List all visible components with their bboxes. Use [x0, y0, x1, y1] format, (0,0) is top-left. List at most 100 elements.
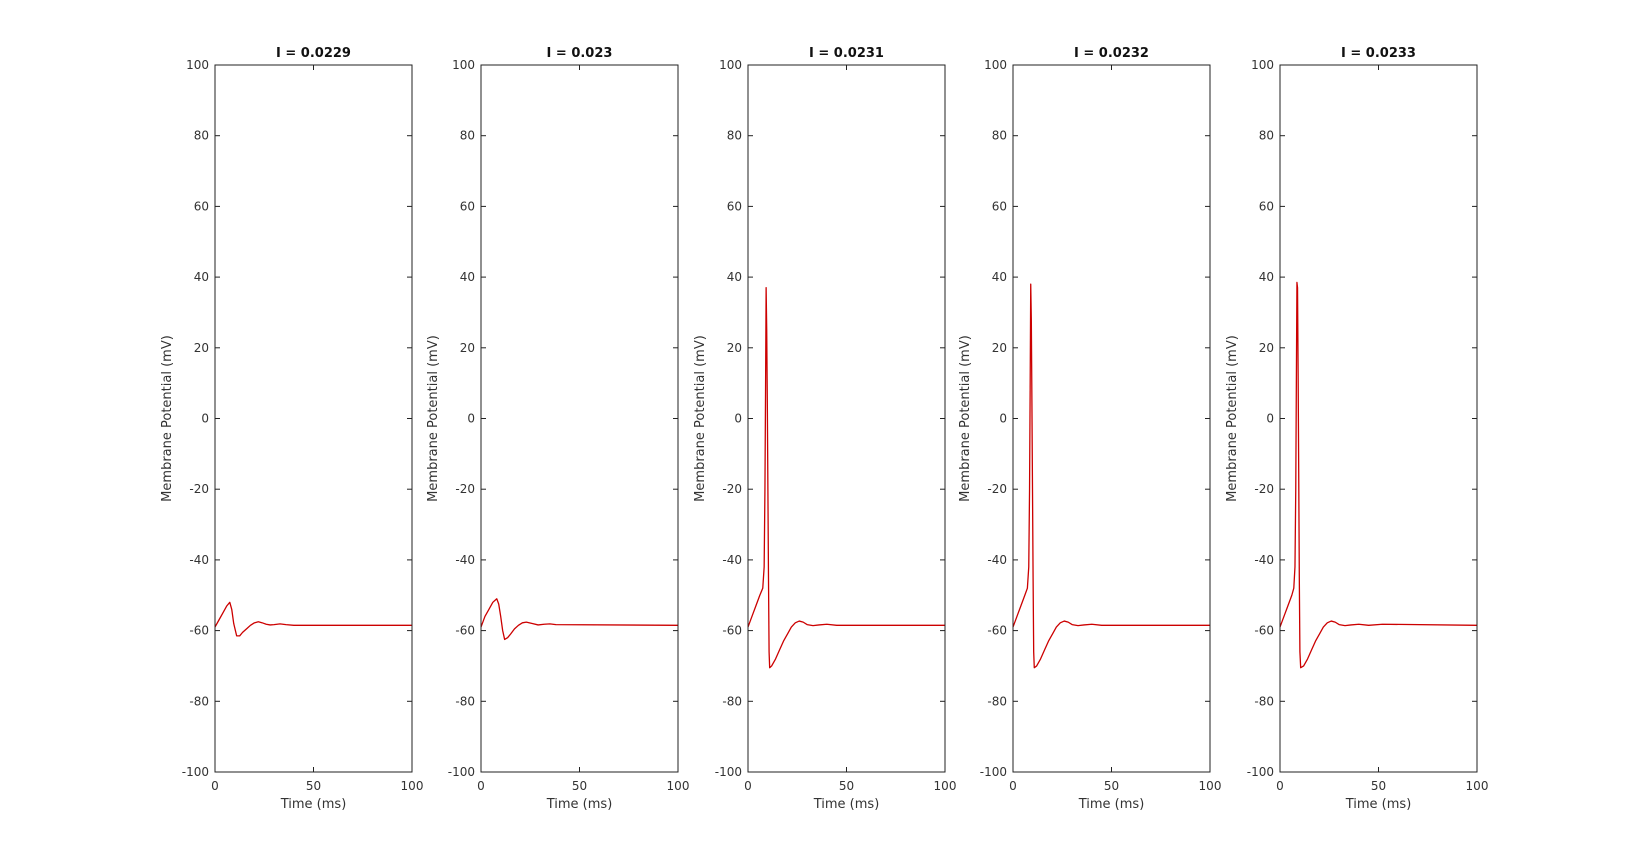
x-tick-label: 100 — [401, 779, 424, 793]
membrane-potential-trace — [214, 601, 412, 637]
plot-frame — [1279, 64, 1478, 773]
y-axis-label: Membrane Potential (mV) — [160, 335, 175, 502]
y-tick-label: -80 — [1254, 694, 1274, 708]
y-tick-label: 100 — [1251, 58, 1274, 72]
y-tick-label: 60 — [460, 199, 475, 213]
subplot-title: I = 0.0232 — [1074, 46, 1149, 61]
y-tick-label: 0 — [1266, 412, 1274, 426]
membrane-potential-trace — [480, 598, 679, 641]
x-tick-label: 50 — [1371, 779, 1386, 793]
y-axis-label: Membrane Potential (mV) — [693, 335, 708, 502]
y-axis-label: Membrane Potential (mV) — [958, 335, 973, 502]
y-tick-label: 20 — [460, 341, 475, 355]
y-tick-label: -60 — [987, 624, 1007, 638]
x-tick-label: 50 — [306, 779, 321, 793]
y-tick-label: -100 — [182, 765, 209, 779]
y-tick-label: -100 — [980, 765, 1007, 779]
y-tick-label: -20 — [987, 482, 1007, 496]
y-tick-label: 20 — [727, 341, 742, 355]
x-tick-label: 100 — [1199, 779, 1222, 793]
subplot-title: I = 0.0231 — [809, 46, 884, 61]
y-tick-label: -100 — [715, 765, 742, 779]
x-axis-label: Time (ms) — [1345, 797, 1412, 812]
y-tick-label: 100 — [452, 58, 475, 72]
plot-frame — [214, 64, 413, 773]
membrane-potential-trace — [1012, 283, 1210, 669]
x-tick-label: 100 — [667, 779, 690, 793]
y-tick-label: -40 — [722, 553, 742, 567]
x-axis-label: Time (ms) — [813, 797, 880, 812]
y-tick-label: 60 — [727, 199, 742, 213]
y-tick-label: -60 — [722, 624, 742, 638]
y-tick-label: 20 — [992, 341, 1007, 355]
y-tick-label: 60 — [992, 199, 1007, 213]
y-tick-label: -100 — [448, 765, 475, 779]
y-tick-label: 60 — [1259, 199, 1274, 213]
y-tick-label: 80 — [727, 129, 742, 143]
y-tick-label: -40 — [1254, 553, 1274, 567]
y-tick-label: 0 — [201, 412, 209, 426]
y-tick-label: 40 — [194, 270, 209, 284]
subplot-title: I = 0.023 — [547, 46, 613, 61]
y-tick-label: 60 — [194, 199, 209, 213]
subplot-title: I = 0.0229 — [276, 46, 351, 61]
y-tick-label: 100 — [719, 58, 742, 72]
y-tick-label: -40 — [987, 553, 1007, 567]
y-tick-label: -20 — [722, 482, 742, 496]
y-tick-label: 0 — [467, 412, 475, 426]
y-tick-label: -80 — [722, 694, 742, 708]
y-tick-label: -40 — [455, 553, 475, 567]
x-axis-label: Time (ms) — [546, 797, 613, 812]
y-tick-label: -60 — [189, 624, 209, 638]
y-tick-label: -60 — [455, 624, 475, 638]
plot-frame — [747, 64, 946, 773]
y-tick-label: -20 — [1254, 482, 1274, 496]
y-tick-label: 100 — [984, 58, 1007, 72]
y-tick-label: 20 — [194, 341, 209, 355]
x-axis-label: Time (ms) — [280, 797, 347, 812]
x-tick-label: 50 — [572, 779, 587, 793]
y-tick-label: -80 — [455, 694, 475, 708]
y-tick-label: 80 — [194, 129, 209, 143]
x-tick-label: 50 — [1104, 779, 1119, 793]
x-tick-label: 0 — [1276, 779, 1284, 793]
y-tick-label: 80 — [1259, 129, 1274, 143]
y-axis-label: Membrane Potential (mV) — [1225, 335, 1240, 502]
plot-frame — [480, 64, 679, 773]
membrane-potential-trace — [747, 287, 945, 669]
y-tick-label: 40 — [727, 270, 742, 284]
y-tick-label: 20 — [1259, 341, 1274, 355]
y-tick-label: -40 — [189, 553, 209, 567]
y-tick-label: 40 — [992, 270, 1007, 284]
x-axis-label: Time (ms) — [1078, 797, 1145, 812]
y-tick-label: 40 — [1259, 270, 1274, 284]
y-tick-label: -80 — [987, 694, 1007, 708]
y-tick-label: -20 — [455, 482, 475, 496]
y-tick-label: 80 — [460, 129, 475, 143]
y-tick-label: 0 — [734, 412, 742, 426]
subplot-title: I = 0.0233 — [1341, 46, 1416, 61]
x-tick-label: 0 — [211, 779, 219, 793]
x-tick-label: 100 — [934, 779, 957, 793]
y-tick-label: 100 — [186, 58, 209, 72]
x-tick-label: 50 — [839, 779, 854, 793]
x-tick-label: 0 — [477, 779, 485, 793]
plot-frame — [1012, 64, 1211, 773]
y-tick-label: -20 — [189, 482, 209, 496]
x-tick-label: 0 — [1009, 779, 1017, 793]
y-tick-label: 0 — [999, 412, 1007, 426]
y-tick-label: -80 — [189, 694, 209, 708]
y-tick-label: 40 — [460, 270, 475, 284]
y-tick-label: 80 — [992, 129, 1007, 143]
membrane-potential-trace — [1279, 281, 1478, 669]
y-tick-label: -100 — [1247, 765, 1274, 779]
y-axis-label: Membrane Potential (mV) — [426, 335, 441, 502]
x-tick-label: 100 — [1466, 779, 1489, 793]
y-tick-label: -60 — [1254, 624, 1274, 638]
